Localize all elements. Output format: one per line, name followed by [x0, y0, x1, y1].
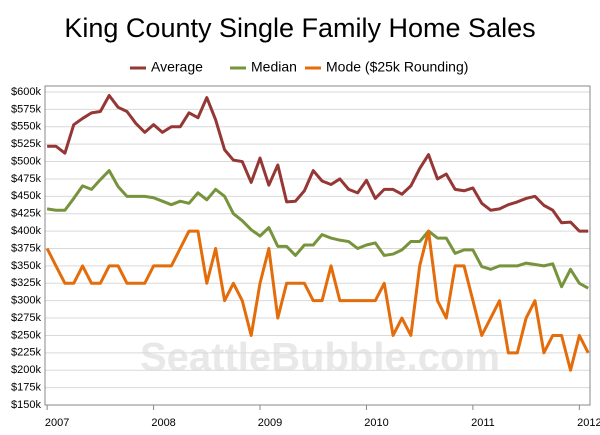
- y-tick-label: $325k: [11, 277, 41, 289]
- y-tick-label: $225k: [11, 347, 41, 359]
- series-line: [45, 229, 590, 372]
- y-tick-label: $425k: [11, 208, 41, 220]
- x-tick-label: 2008: [151, 417, 175, 429]
- watermark: SeattleBubble.com: [140, 336, 500, 380]
- y-tick-label: $175k: [11, 382, 41, 394]
- plot-border: [44, 85, 591, 406]
- series-line: [47, 93, 589, 233]
- y-tick-label: $275k: [11, 312, 41, 324]
- y-tick-label: $300k: [11, 295, 41, 307]
- x-tick-label: 2007: [45, 417, 69, 429]
- x-tick-label: 2011: [471, 417, 495, 429]
- x-tick-label: 2009: [258, 417, 282, 429]
- y-tick-label: $350k: [11, 260, 41, 272]
- series-line: [46, 169, 589, 290]
- y-tick-label: $200k: [11, 364, 41, 376]
- y-tick-label: $525k: [11, 138, 41, 150]
- y-tick-label: $150k: [11, 399, 41, 411]
- legend-label: Median: [251, 59, 297, 75]
- y-tick-label: $475k: [11, 173, 41, 185]
- y-tick-label: $575k: [11, 103, 41, 115]
- y-tick-label: $550k: [11, 121, 41, 133]
- y-tick-label: $400k: [11, 225, 41, 237]
- y-tick-label: $500k: [11, 155, 41, 167]
- legend-label: Mode ($25k Rounding): [326, 59, 468, 75]
- y-tick-label: $250k: [11, 329, 41, 341]
- y-tick-label: $450k: [11, 190, 41, 202]
- x-tick-label: 2010: [364, 417, 388, 429]
- x-tick-label: 2012: [577, 417, 600, 429]
- legend-label: Average: [151, 59, 203, 75]
- y-tick-label: $600k: [11, 86, 41, 98]
- chart-title: King County Single Family Home Sales: [64, 13, 535, 43]
- y-tick-label: $375k: [11, 242, 41, 254]
